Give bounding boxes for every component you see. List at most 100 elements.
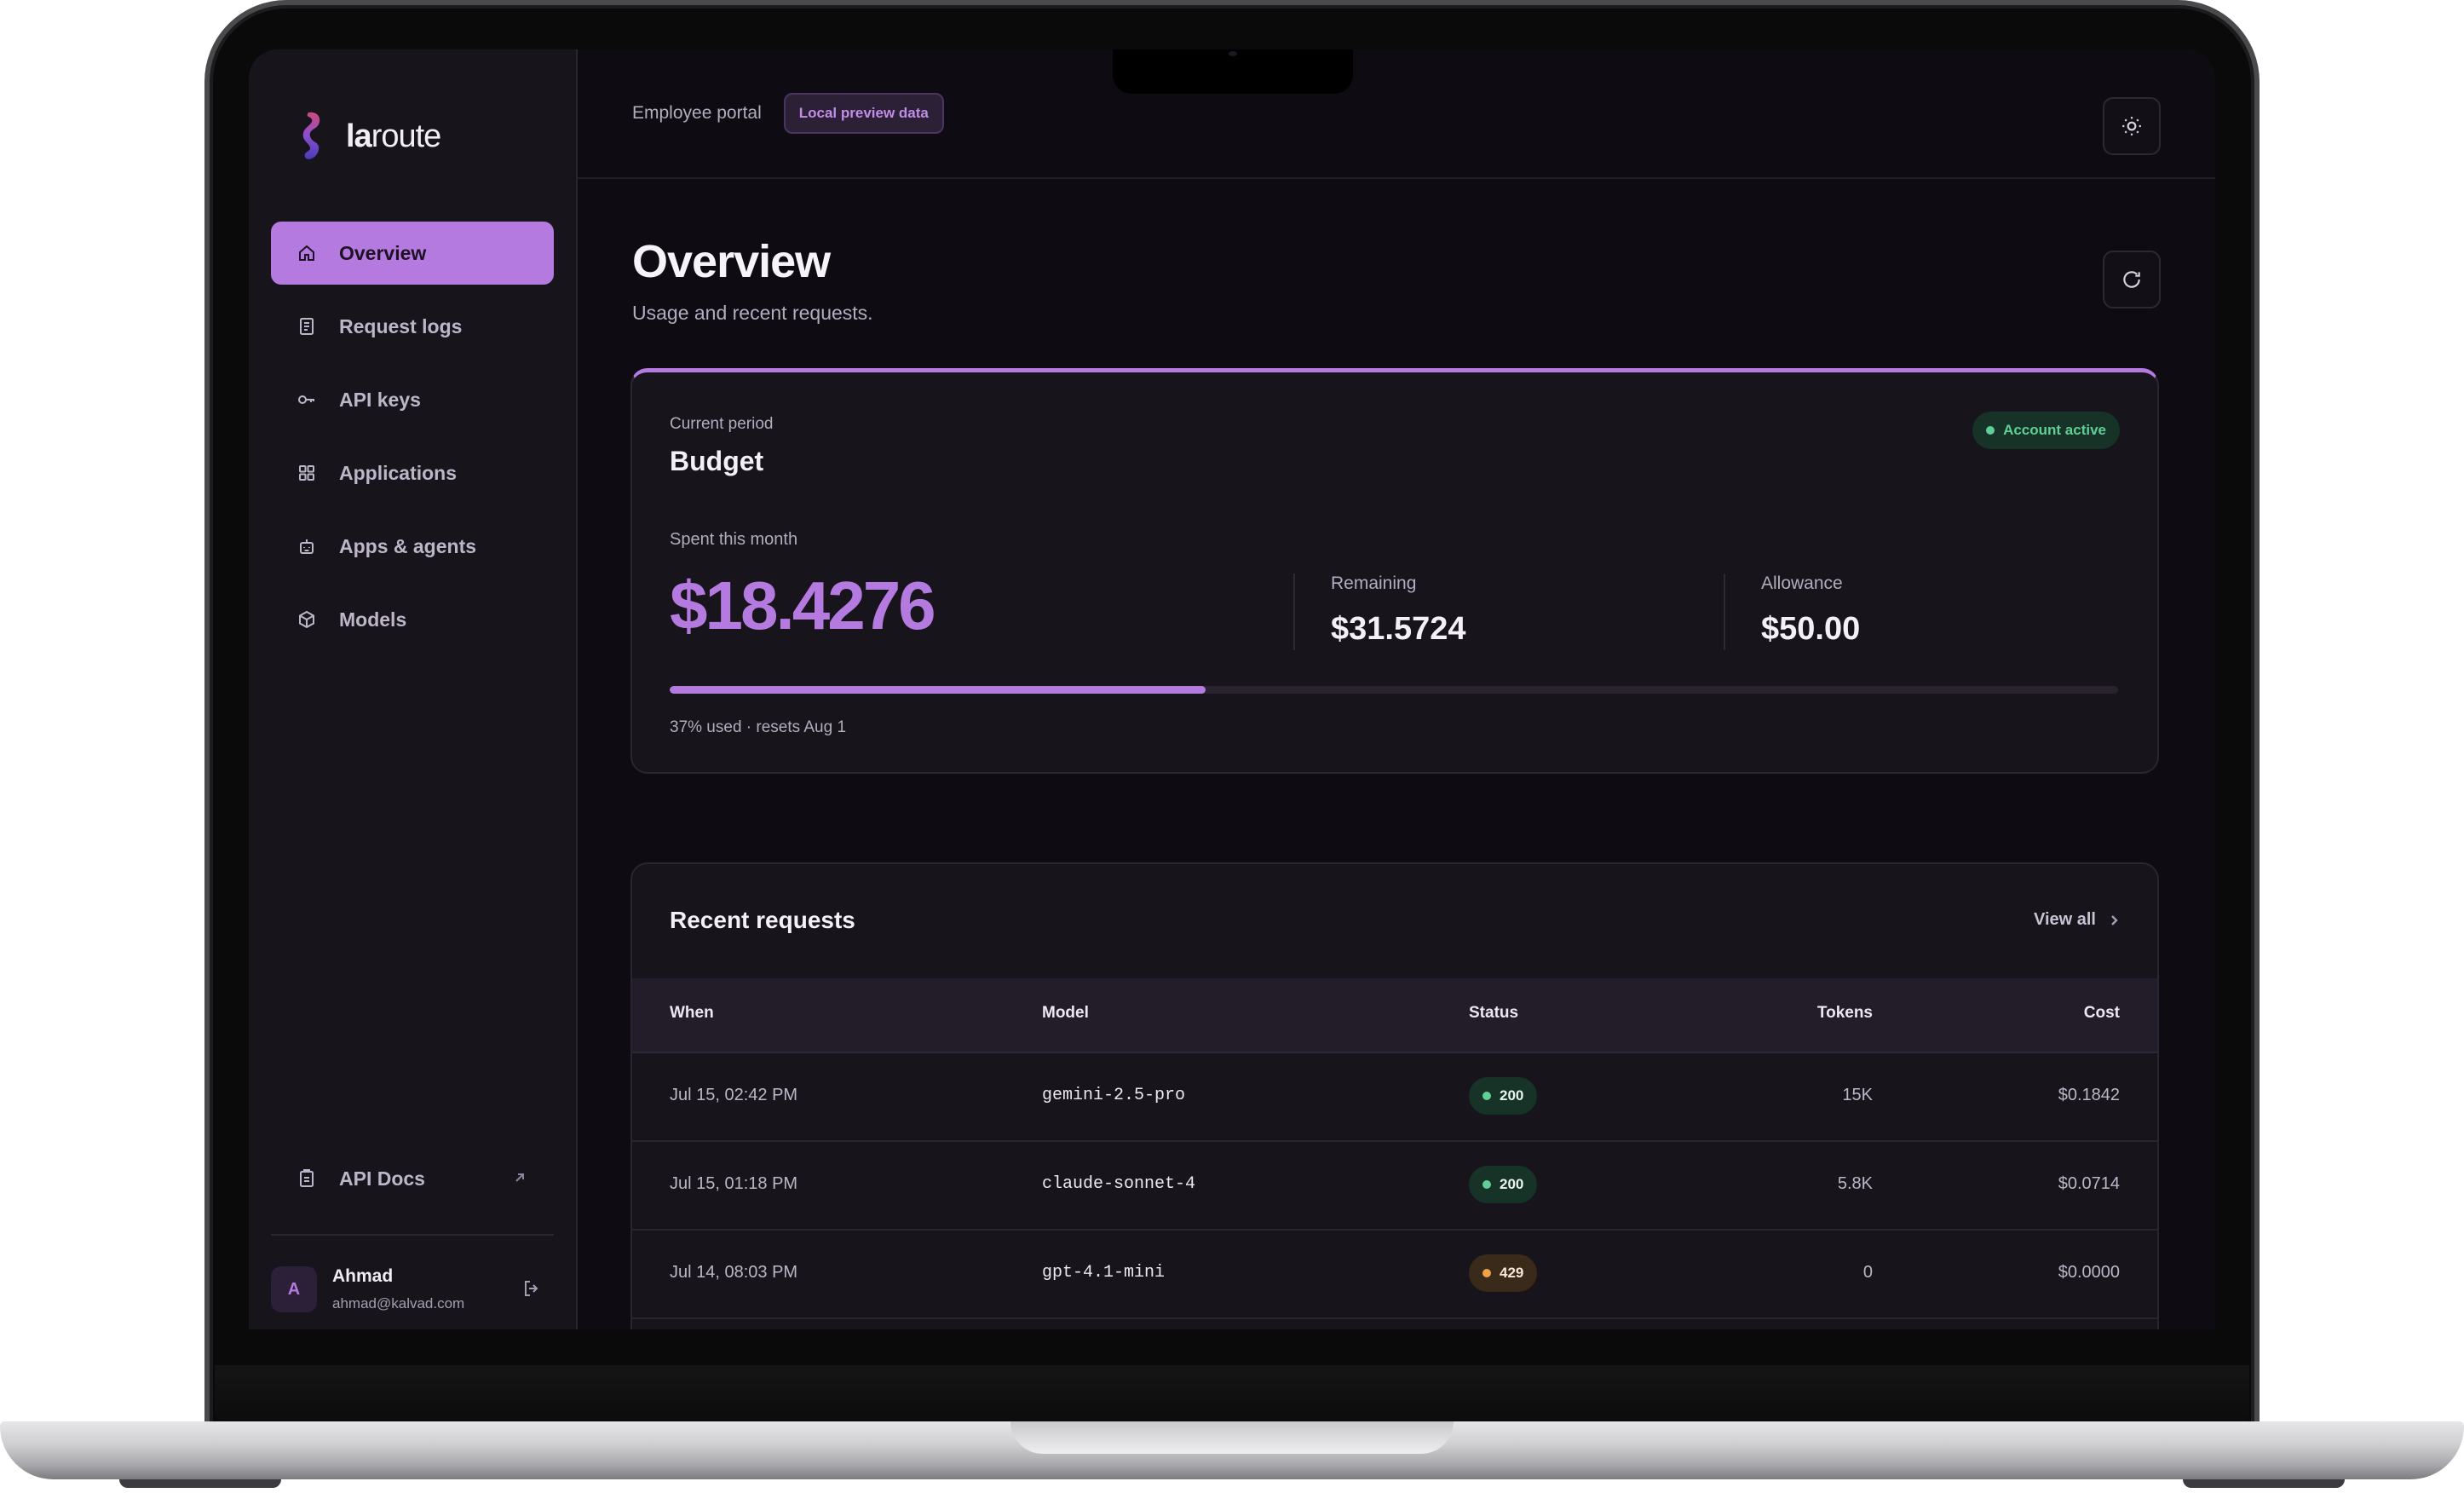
cell-cost: $0.0000 — [2058, 1263, 2120, 1282]
refresh-button[interactable] — [2103, 251, 2161, 308]
document-icon — [296, 316, 317, 337]
sidebar-item-api-docs[interactable]: API Docs — [271, 1149, 554, 1208]
sidebar-item-applications[interactable]: Applications — [271, 441, 554, 504]
status-dot-icon — [1482, 1269, 1491, 1277]
divider — [271, 1234, 554, 1236]
column-header-tokens[interactable]: Tokens — [1816, 1004, 1873, 1022]
topbar: Employee portal Local preview data — [578, 49, 2215, 179]
budget-title: Budget — [670, 446, 764, 476]
budget-progress-fill — [670, 686, 1206, 694]
preview-badge: Local preview data — [783, 93, 944, 134]
sidebar-item-models[interactable]: Models — [271, 588, 554, 651]
status-code: 200 — [1500, 1176, 1524, 1192]
section-title: Recent requests — [670, 907, 855, 933]
page-title: Overview — [632, 236, 831, 287]
status-badge: 200 — [1469, 1166, 1538, 1203]
refresh-icon — [2123, 271, 2140, 288]
remaining-label: Remaining — [1331, 574, 1417, 593]
sidebar-item-label: Applications — [339, 461, 458, 484]
laptop-hinge — [215, 1365, 2249, 1421]
sidebar-item-apps-agents[interactable]: Apps & agents — [271, 515, 554, 578]
status-dot-icon — [1482, 1092, 1491, 1100]
column-header-model[interactable]: Model — [1042, 1004, 1089, 1022]
user-email: ahmad@kalvad.com — [332, 1295, 465, 1311]
table-row[interactable]: Jul 15, 01:18 PM claude-sonnet-4 200 5.8… — [632, 1142, 2157, 1231]
breadcrumb: Employee portal — [632, 103, 762, 123]
laptop-foot — [2183, 1479, 2345, 1488]
sun-icon — [2122, 117, 2141, 135]
sidebar-item-label: API Docs — [339, 1167, 425, 1190]
cell-cost: $0.1842 — [2058, 1086, 2120, 1104]
progress-text: 37% used · resets Aug 1 — [670, 718, 847, 736]
table-row[interactable] — [632, 1319, 2157, 1329]
cell-when: Jul 14, 08:03 PM — [670, 1263, 798, 1282]
cell-tokens: 0 — [1862, 1263, 1873, 1282]
allowance-label: Allowance — [1761, 574, 1843, 593]
main-content: Employee portal Local preview data Overv… — [578, 49, 2215, 1329]
sidebar-item-label: Apps & agents — [339, 534, 477, 557]
docs-icon — [296, 1168, 317, 1189]
table-header: When Model Status Tokens Cost — [632, 978, 2157, 1053]
cell-model: gemini-2.5-pro — [1042, 1086, 1186, 1105]
key-icon — [296, 389, 317, 410]
status-badge: Account active — [1972, 412, 2120, 449]
robot-icon — [296, 536, 317, 556]
cell-cost: $0.0714 — [2058, 1174, 2120, 1193]
status-badge: 200 — [1469, 1077, 1538, 1115]
cell-when: Jul 15, 02:42 PM — [670, 1086, 798, 1104]
view-all-label: View all — [2033, 910, 2096, 929]
sidebar-item-overview[interactable]: Overview — [271, 222, 554, 285]
view-all-link[interactable]: View all — [2034, 910, 2120, 930]
allowance-value: $50.00 — [1761, 611, 1861, 647]
theme-toggle-button[interactable] — [2103, 97, 2161, 155]
seahorse-logo-icon — [302, 112, 320, 159]
sidebar: laroute Overview Request logs API keys — [249, 49, 578, 1329]
page-subtitle: Usage and recent requests. — [632, 302, 873, 324]
divider — [1293, 574, 1295, 650]
home-icon — [296, 243, 317, 263]
sidebar-item-label: API keys — [339, 388, 421, 411]
cell-when: Jul 15, 01:18 PM — [670, 1174, 798, 1193]
status-dot-icon — [1482, 1180, 1491, 1189]
app: laroute Overview Request logs API keys — [249, 49, 2215, 1329]
cell-model: claude-sonnet-4 — [1042, 1174, 1196, 1194]
divider — [1724, 574, 1725, 650]
laptop-base-notch — [1010, 1421, 1454, 1454]
cell-tokens: 5.8K — [1837, 1174, 1873, 1193]
camera-icon — [1229, 51, 1237, 56]
table-row[interactable]: Jul 14, 08:03 PM gpt-4.1-mini 429 0 $0.0… — [632, 1231, 2157, 1319]
chevron-right-icon — [2111, 914, 2118, 925]
sidebar-item-request-logs[interactable]: Request logs — [271, 295, 554, 358]
recent-requests-card: Recent requests View all When Model Stat… — [630, 862, 2159, 1329]
period-label: Current period — [670, 415, 774, 433]
budget-card: Current period Budget Account active Spe… — [630, 368, 2159, 774]
budget-progress-bar — [670, 686, 2118, 694]
status-text: Account active — [2003, 422, 2106, 438]
sidebar-item-label: Overview — [339, 241, 427, 264]
sidebar-item-label: Models — [339, 608, 407, 631]
spent-label: Spent this month — [670, 530, 798, 549]
status-code: 200 — [1500, 1087, 1524, 1104]
user-info: Ahmad ahmad@kalvad.com — [332, 1266, 464, 1312]
status-code: 429 — [1500, 1265, 1524, 1281]
cell-model: gpt-4.1-mini — [1042, 1263, 1166, 1283]
cell-tokens: 15K — [1842, 1086, 1873, 1104]
column-header-cost[interactable]: Cost — [2083, 1004, 2120, 1022]
brand-name: laroute — [346, 118, 441, 154]
sidebar-nav: Overview Request logs API keys Applicati… — [271, 222, 554, 661]
user-profile[interactable]: A Ahmad ahmad@kalvad.com — [271, 1251, 554, 1328]
column-header-when[interactable]: When — [670, 1004, 714, 1022]
laptop-foot — [119, 1479, 281, 1488]
table-row[interactable]: Jul 15, 02:42 PM gemini-2.5-pro 200 15K … — [632, 1053, 2157, 1142]
camera-notch — [1113, 49, 1353, 94]
status-badge: 429 — [1469, 1254, 1538, 1292]
brand[interactable]: laroute — [296, 109, 441, 164]
sidebar-item-api-keys[interactable]: API keys — [271, 368, 554, 431]
column-header-status[interactable]: Status — [1469, 1004, 1519, 1022]
screen: laroute Overview Request logs API keys — [249, 49, 2215, 1329]
logout-icon[interactable] — [521, 1278, 542, 1299]
status-dot-icon — [1986, 426, 1995, 435]
cube-icon — [296, 609, 317, 630]
avatar: A — [271, 1266, 317, 1312]
user-name: Ahmad — [332, 1266, 394, 1286]
